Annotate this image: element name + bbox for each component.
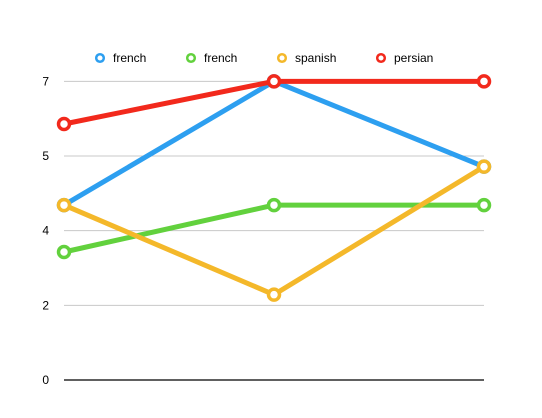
y-tick-label: 5 [42,149,49,163]
data-point [56,116,72,132]
y-tick-label: 7 [42,74,49,88]
series-4 [56,74,492,132]
legend-marker-icon [375,52,387,64]
y-tick-label: 0 [42,373,49,387]
legend-item: persian [375,51,433,65]
data-point [56,244,72,260]
series-line [61,78,487,208]
legend-item: spanish [276,51,336,65]
legend-item: french [185,51,237,65]
series-1 [56,74,492,213]
legend-label: french [113,51,146,65]
data-point [56,197,72,213]
y-tick-label: 2 [42,298,49,312]
legend-marker-icon [276,52,288,64]
data-point [266,197,282,213]
data-point [476,197,492,213]
legend-marker-icon [94,52,106,64]
data-point [266,287,282,302]
data-point [266,74,282,89]
y-axis-ticks: 0 2 4 5 7 [42,74,49,387]
data-point [476,159,492,174]
legend-label: persian [394,51,433,65]
data-point [476,74,492,89]
series-3 [56,159,492,302]
legend-label: french [204,51,237,65]
legend-item: french [94,51,146,65]
series-lines [56,74,492,302]
legend-marker-icon [185,52,197,64]
legend-label: spanish [295,51,336,65]
y-tick-label: 4 [42,224,49,238]
legend: french french spanish persian [94,51,433,65]
